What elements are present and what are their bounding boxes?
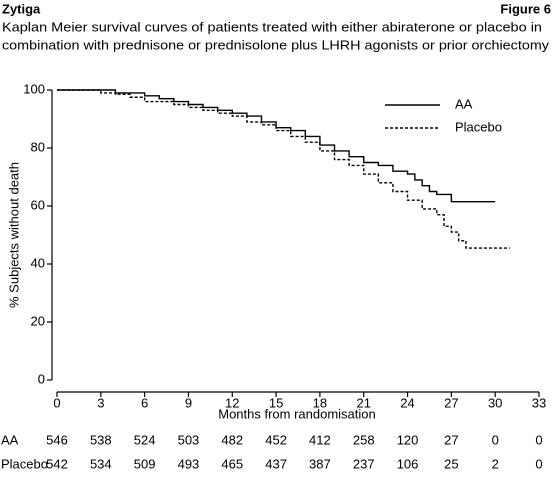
y-tick-label: 60 <box>31 197 45 212</box>
risk-value: 437 <box>265 456 287 471</box>
legend-label: AA <box>455 96 473 111</box>
figure-label: Figure 6 <box>500 1 551 16</box>
y-axis-label: % Subjects without death <box>6 162 21 308</box>
risk-value: 546 <box>46 432 68 447</box>
caption-line: Kaplan Meier survival curves of patients… <box>2 19 542 34</box>
risk-value: 524 <box>134 432 156 447</box>
x-tick-label: 3 <box>97 395 104 410</box>
risk-value: 412 <box>309 432 331 447</box>
legend-label: Placebo <box>455 119 502 134</box>
risk-value: 25 <box>444 456 458 471</box>
risk-value: 0 <box>492 432 499 447</box>
risk-row-label: Placebo <box>1 456 48 471</box>
risk-value: 493 <box>178 456 200 471</box>
risk-row-label: AA <box>1 432 19 447</box>
risk-value: 538 <box>90 432 112 447</box>
x-tick-label: 0 <box>53 395 60 410</box>
risk-value: 542 <box>46 456 68 471</box>
risk-value: 106 <box>397 456 419 471</box>
y-tick-label: 40 <box>31 255 45 270</box>
x-tick-label: 15 <box>269 395 283 410</box>
risk-value: 387 <box>309 456 331 471</box>
x-tick-label: 18 <box>313 395 327 410</box>
x-tick-label: 33 <box>532 395 546 410</box>
y-tick-label: 20 <box>31 313 45 328</box>
risk-value: 120 <box>397 432 419 447</box>
x-tick-label: 9 <box>185 395 192 410</box>
risk-value: 27 <box>444 432 458 447</box>
y-tick-label: 0 <box>38 371 45 386</box>
x-tick-label: 21 <box>356 395 370 410</box>
risk-value: 509 <box>134 456 156 471</box>
risk-value: 0 <box>535 432 542 447</box>
caption-line: combination with prednisone or prednisol… <box>2 37 550 52</box>
header-title: Zytiga <box>2 1 41 16</box>
risk-value: 465 <box>221 456 243 471</box>
risk-value: 534 <box>90 456 112 471</box>
risk-value: 452 <box>265 432 287 447</box>
x-tick-label: 12 <box>225 395 239 410</box>
risk-value: 2 <box>492 456 499 471</box>
x-tick-label: 27 <box>444 395 458 410</box>
x-axis-label: Months from randomisation <box>218 406 376 421</box>
y-tick-label: 80 <box>31 139 45 154</box>
survival-curve <box>57 89 496 203</box>
survival-curve <box>57 89 510 249</box>
x-tick-label: 30 <box>488 395 502 410</box>
risk-value: 482 <box>221 432 243 447</box>
x-tick-label: 24 <box>400 395 414 410</box>
risk-value: 503 <box>178 432 200 447</box>
y-tick-label: 100 <box>23 81 45 96</box>
x-tick-label: 6 <box>141 395 148 410</box>
risk-value: 258 <box>353 432 375 447</box>
risk-value: 0 <box>535 456 542 471</box>
risk-value: 237 <box>353 456 375 471</box>
